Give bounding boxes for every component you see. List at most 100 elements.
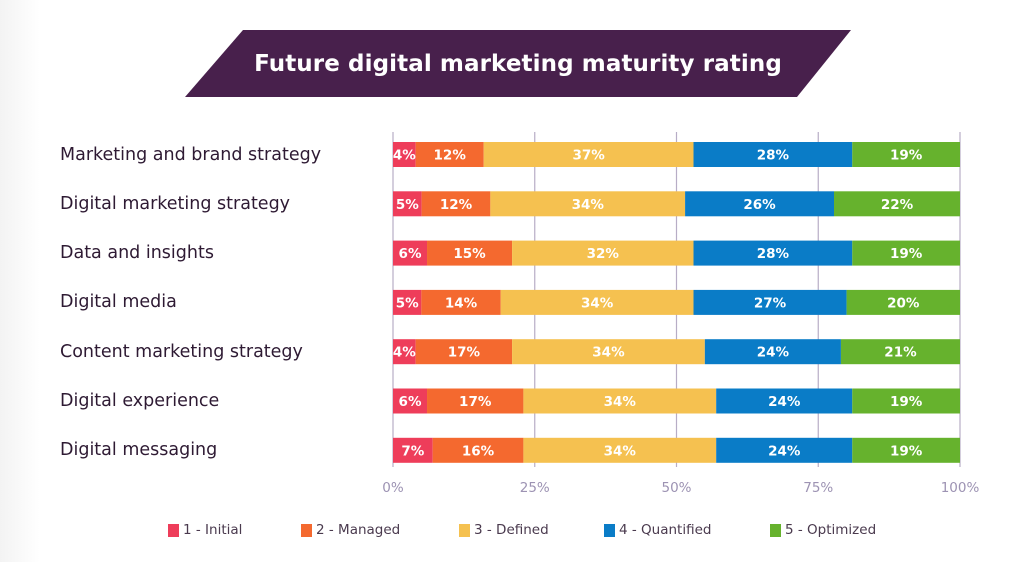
bar-segment bbox=[393, 388, 428, 414]
data-label: 5% bbox=[396, 295, 419, 311]
data-label: 19% bbox=[890, 246, 923, 262]
data-label: 34% bbox=[604, 443, 637, 459]
bar-segment bbox=[483, 142, 694, 167]
x-tick-label: 25% bbox=[520, 480, 550, 496]
bar-row: 6% 15% 32% 28% 19% bbox=[393, 240, 960, 266]
data-label: 14% bbox=[445, 295, 478, 311]
data-label: 34% bbox=[592, 345, 625, 361]
legend-label: 4 - Quantified bbox=[619, 522, 712, 538]
data-label: 4% bbox=[393, 345, 416, 361]
category-label: Digital messaging bbox=[60, 440, 218, 461]
data-label: 6% bbox=[399, 246, 422, 262]
data-label: 28% bbox=[757, 148, 790, 164]
bar-segment bbox=[693, 142, 853, 167]
bar-segment bbox=[846, 289, 960, 315]
category-label: Marketing and brand strategy bbox=[60, 144, 322, 165]
data-label: 16% bbox=[462, 443, 495, 459]
x-tick-label: 75% bbox=[803, 480, 833, 496]
title-banner-shape bbox=[185, 30, 851, 97]
data-label: 17% bbox=[448, 345, 481, 361]
bar-segment bbox=[490, 191, 686, 217]
category-label: Digital media bbox=[60, 292, 177, 313]
category-label: Digital marketing strategy bbox=[60, 193, 291, 214]
bar-segment bbox=[693, 240, 853, 266]
category-label: Data and insights bbox=[60, 243, 214, 264]
bar-segment bbox=[415, 339, 513, 365]
bar-segment bbox=[427, 388, 524, 414]
data-label: 24% bbox=[768, 394, 801, 410]
data-label: 21% bbox=[884, 345, 917, 361]
bar-segment bbox=[427, 240, 513, 266]
bar-segment bbox=[415, 142, 484, 167]
data-label: 5% bbox=[396, 197, 419, 213]
data-label: 34% bbox=[604, 394, 637, 410]
data-label: 24% bbox=[757, 345, 790, 361]
category-label: Content marketing strategy bbox=[60, 341, 303, 362]
bar-segment bbox=[393, 191, 422, 217]
bar-segment bbox=[716, 437, 853, 463]
data-label: 6% bbox=[399, 394, 422, 410]
data-label: 12% bbox=[440, 197, 473, 213]
category-label: Digital experience bbox=[60, 391, 220, 411]
bar-segment bbox=[523, 437, 717, 463]
data-label: 37% bbox=[572, 148, 605, 164]
data-label: 19% bbox=[890, 443, 923, 459]
data-label: 24% bbox=[768, 443, 801, 459]
bar-segment bbox=[685, 191, 834, 217]
data-label: 26% bbox=[743, 197, 776, 213]
bar-segment bbox=[393, 289, 422, 315]
bar-segment bbox=[393, 240, 428, 266]
data-label: 12% bbox=[434, 148, 467, 164]
legend-swatch bbox=[301, 523, 312, 537]
x-tick-label: 100% bbox=[941, 480, 980, 496]
bar-segment bbox=[393, 437, 433, 463]
bar-row: 4% 17% 34% 24% 21% bbox=[393, 339, 960, 365]
legend-item: 5 - Optimized bbox=[770, 520, 876, 540]
bar-segment bbox=[432, 437, 524, 463]
data-label: 32% bbox=[587, 246, 620, 262]
bar-row: 5% 12% 34% 26% 22% bbox=[393, 191, 960, 217]
bar-segment bbox=[852, 240, 960, 266]
legend-label: 1 - Initial bbox=[183, 522, 243, 538]
bar-segment bbox=[393, 142, 416, 167]
data-label: 28% bbox=[757, 246, 790, 262]
bar-segment bbox=[693, 289, 847, 315]
legend-item: 4 - Quantified bbox=[604, 520, 711, 540]
bar-row: 7% 16% 34% 24% 19% bbox=[393, 437, 960, 463]
legend-label: 5 - Optimized bbox=[785, 522, 877, 538]
bar-segment bbox=[393, 339, 416, 365]
data-label: 20% bbox=[887, 295, 920, 311]
bar-segment bbox=[421, 289, 501, 315]
data-label: 22% bbox=[881, 197, 914, 213]
bar-row: 4% 12% 37% 28% 19% bbox=[393, 142, 960, 167]
data-label: 34% bbox=[572, 197, 605, 213]
legend-swatch bbox=[770, 523, 781, 537]
bar-segment bbox=[834, 191, 960, 217]
chart-title: Future digital marketing maturity rating bbox=[254, 51, 782, 77]
bar-row: 5% 14% 34% 27% 20% bbox=[393, 289, 960, 315]
bar-segment bbox=[840, 339, 960, 365]
legend-item: 1 - Initial bbox=[168, 520, 242, 540]
bar-segment bbox=[716, 388, 853, 414]
bar-segment bbox=[852, 388, 960, 414]
legend-swatch bbox=[168, 523, 179, 537]
data-label: 34% bbox=[581, 295, 614, 311]
bar-segment bbox=[421, 191, 491, 217]
legend-item: 2 - Managed bbox=[301, 520, 400, 540]
bar-segment bbox=[500, 289, 694, 315]
bar-row: 6% 17% 34% 24% 19% bbox=[393, 388, 960, 414]
bar-segment bbox=[512, 240, 694, 266]
legend-swatch bbox=[459, 523, 470, 537]
legend-label: 3 - Defined bbox=[474, 522, 549, 538]
bar-segment bbox=[512, 339, 705, 365]
bar-segment bbox=[704, 339, 841, 365]
data-label: 7% bbox=[401, 443, 424, 459]
data-label: 4% bbox=[393, 148, 416, 164]
data-label: 19% bbox=[890, 394, 923, 410]
legend-label: 2 - Managed bbox=[316, 522, 401, 538]
x-tick-label: 0% bbox=[382, 480, 404, 496]
bar-segment bbox=[852, 142, 960, 167]
legend-swatch bbox=[604, 523, 615, 537]
bar-segment bbox=[852, 437, 960, 463]
